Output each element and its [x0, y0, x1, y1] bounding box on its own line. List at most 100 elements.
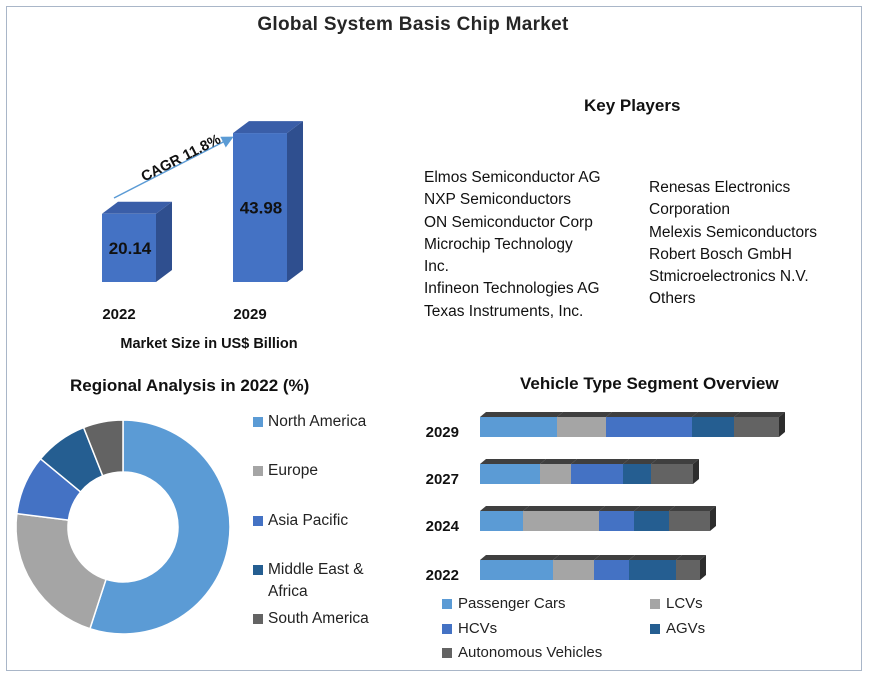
- key-player-item: Others: [649, 290, 696, 308]
- legend-entry: HCVs: [442, 620, 498, 637]
- bar-top: [594, 555, 635, 560]
- tick-label: 2022: [426, 567, 459, 584]
- axis-caption: Market Size in US$ Billion: [120, 336, 297, 352]
- bar-side: [779, 412, 785, 437]
- bar-segment-passenger-cars: [480, 511, 523, 531]
- key-player-item: Corporation: [649, 201, 730, 219]
- bar-top: [480, 506, 529, 511]
- key-player-item: Microchip Technology: [424, 235, 573, 253]
- key-player-item: Infineon Technologies AG: [424, 280, 600, 298]
- bar-segment-hcvs: [594, 560, 629, 580]
- tick-label: 2029: [426, 424, 459, 441]
- legend-swatch: [650, 624, 660, 634]
- bar-segment-agvs: [623, 464, 651, 484]
- bar-segment-lcvs: [557, 417, 606, 437]
- key-player-item: Melexis Semiconductors: [649, 223, 817, 241]
- key-player-item: NXP Semiconductors: [424, 191, 572, 209]
- bar-top: [480, 412, 563, 417]
- tick-label: 2029: [233, 306, 266, 323]
- legend-entry: LCVs: [650, 595, 703, 612]
- legend-entry: Asia Pacific: [268, 512, 349, 529]
- legend-entry: North America: [268, 413, 367, 430]
- legend-swatch: [253, 565, 263, 575]
- legend-swatch: [442, 599, 452, 609]
- bar-segment-lcvs: [540, 464, 571, 484]
- legend-entry: Passenger Cars: [442, 595, 566, 612]
- legend-swatch: [253, 614, 263, 624]
- legend-swatch: [253, 516, 263, 526]
- bar-top: [480, 459, 546, 464]
- bar-top: [553, 555, 600, 560]
- cagr-arrow: [113, 136, 234, 199]
- data-label: 43.98: [240, 199, 283, 218]
- bar-top: [523, 506, 605, 511]
- bar-top: [623, 459, 657, 464]
- bar-segment-autonomous-vehicles: [669, 511, 710, 531]
- key-players-title: Key Players: [584, 96, 681, 115]
- legend-label: LCVs: [666, 595, 703, 612]
- legend-entry: Europe: [268, 462, 318, 479]
- legend-swatch: [442, 624, 452, 634]
- key-player-item: Texas Instruments, Inc.: [424, 302, 584, 320]
- key-player-item: ON Semiconductor Corp: [424, 213, 593, 231]
- legend-entry: Middle East &: [268, 561, 364, 578]
- legend-swatch: [253, 417, 263, 427]
- key-player-item: Renesas Electronics: [649, 179, 791, 196]
- key-players-column-2: Renesas Electronics Corporation Melexis Se…: [649, 177, 817, 311]
- key-player-item: Stmicroelectronics N.V.: [649, 268, 809, 286]
- donut-slice-north-america: [88, 419, 231, 635]
- bar-segment-autonomous-vehicles: [734, 417, 779, 437]
- bar-segment-autonomous-vehicles: [676, 560, 700, 580]
- bar-side: [156, 201, 172, 282]
- bar-top: [651, 459, 699, 464]
- bar-top: [629, 555, 682, 560]
- tick-label: 2024: [426, 518, 460, 535]
- legend-swatch: [650, 599, 660, 609]
- bar-segment-autonomous-vehicles: [651, 464, 693, 484]
- bar-top: [692, 412, 740, 417]
- legend-label: AGVs: [666, 620, 706, 637]
- bar-side: [693, 459, 699, 484]
- bar-side: [710, 506, 716, 531]
- legend-label: Autonomous Vehicles: [458, 644, 603, 661]
- legend-entry: Autonomous Vehicles: [442, 644, 603, 661]
- bar-top: [540, 459, 577, 464]
- legend-entry: South America: [268, 610, 369, 627]
- donut-slice-south-america: [82, 419, 124, 477]
- bar-side: [700, 555, 706, 580]
- donut-slice-europe: [15, 512, 107, 630]
- bar-top: [634, 506, 675, 511]
- bar-top: [557, 412, 612, 417]
- bar-top: [599, 506, 640, 511]
- data-label: 20.14: [109, 239, 152, 258]
- bar-segment-hcvs: [599, 511, 634, 531]
- bar-segment-passenger-cars: [480, 464, 540, 484]
- bar-2029: [233, 133, 287, 282]
- bar-top: [669, 506, 716, 511]
- tick-label: 2022: [102, 306, 135, 323]
- key-player-item: Robert Bosch GmbH: [649, 245, 792, 263]
- bar-top: [480, 555, 559, 560]
- bar-side: [287, 121, 303, 283]
- bar-segment-hcvs: [571, 464, 623, 484]
- bar-top: [734, 412, 785, 417]
- regional-title: Regional Analysis in 2022 (%): [70, 376, 310, 395]
- bar-segment-agvs: [634, 511, 669, 531]
- vehicle-title: Vehicle Type Segment Overview: [520, 374, 779, 393]
- legend-label: HCVs: [458, 620, 498, 637]
- key-player-item: Elmos Semiconductor AG: [424, 169, 601, 186]
- legend-swatch: [442, 648, 452, 658]
- bar-segment-lcvs: [553, 560, 594, 580]
- bar-segment-passenger-cars: [480, 417, 557, 437]
- bar-segment-lcvs: [523, 511, 599, 531]
- bar-segment-agvs: [692, 417, 734, 437]
- bar-segment-passenger-cars: [480, 560, 553, 580]
- bar-top: [102, 201, 172, 214]
- bar-2022: [102, 213, 156, 282]
- bar-segment-hcvs: [606, 417, 692, 437]
- legend-label: Passenger Cars: [458, 595, 566, 612]
- bar-segment-agvs: [629, 560, 676, 580]
- cagr-label: CAGR 11.8%: [139, 132, 224, 186]
- legend-entry: AGVs: [650, 620, 706, 637]
